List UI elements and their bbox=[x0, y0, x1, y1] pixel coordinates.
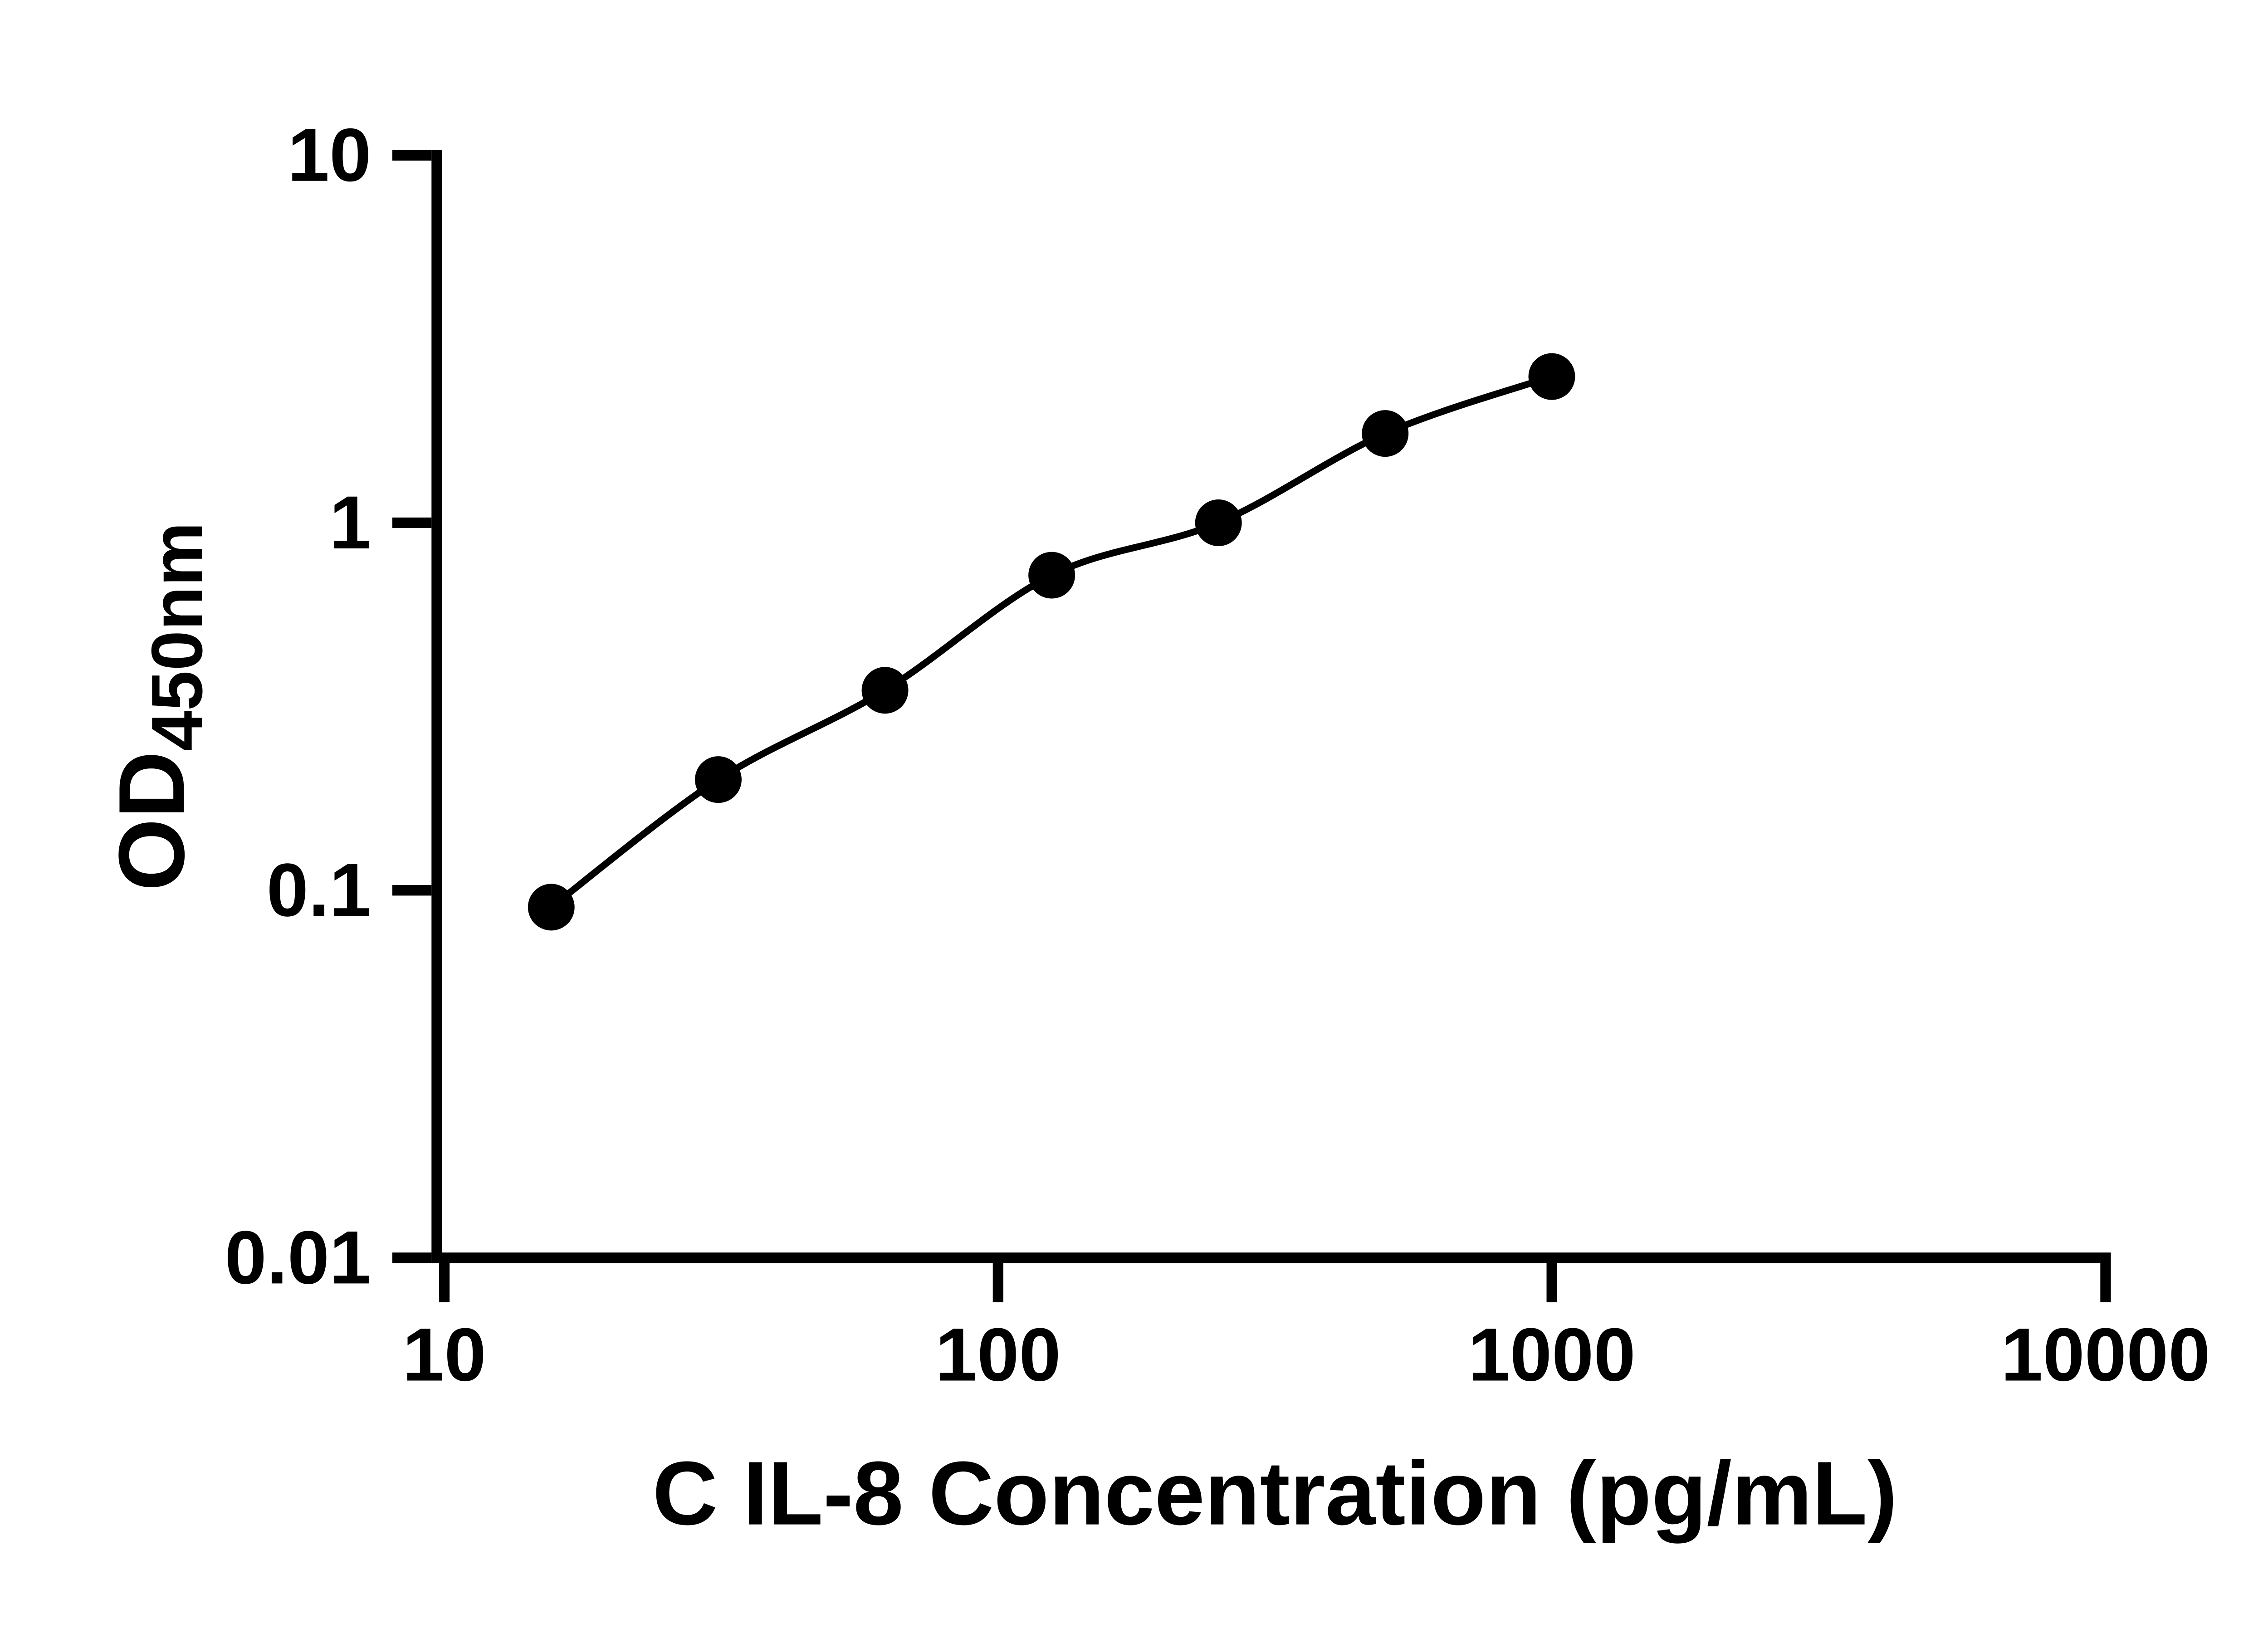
y-axis-title-subscript: 450nm bbox=[137, 522, 217, 751]
y-axis-title-main: OD bbox=[99, 751, 204, 891]
data-point-marker bbox=[1528, 353, 1575, 400]
x-tick-label: 1000 bbox=[1468, 1313, 1635, 1397]
x-tick-label: 10000 bbox=[2001, 1313, 2210, 1397]
y-tick-label: 1 bbox=[329, 481, 371, 565]
x-axis-title: C IL-8 Concentration (pg/mL) bbox=[652, 1443, 1897, 1544]
data-point-marker bbox=[695, 756, 742, 803]
y-tick-label: 10 bbox=[288, 113, 371, 197]
data-point-marker bbox=[1195, 499, 1242, 546]
data-point-marker bbox=[1362, 410, 1409, 457]
data-point-marker bbox=[528, 884, 575, 931]
x-tick-label: 10 bbox=[402, 1313, 486, 1397]
data-point-marker bbox=[1028, 552, 1075, 599]
y-axis-title: OD450nm bbox=[99, 522, 217, 891]
y-tick-label: 0.1 bbox=[267, 848, 371, 932]
x-tick-label: 100 bbox=[935, 1313, 1061, 1397]
y-tick-label: 0.01 bbox=[225, 1216, 371, 1300]
data-point-marker bbox=[861, 667, 909, 714]
